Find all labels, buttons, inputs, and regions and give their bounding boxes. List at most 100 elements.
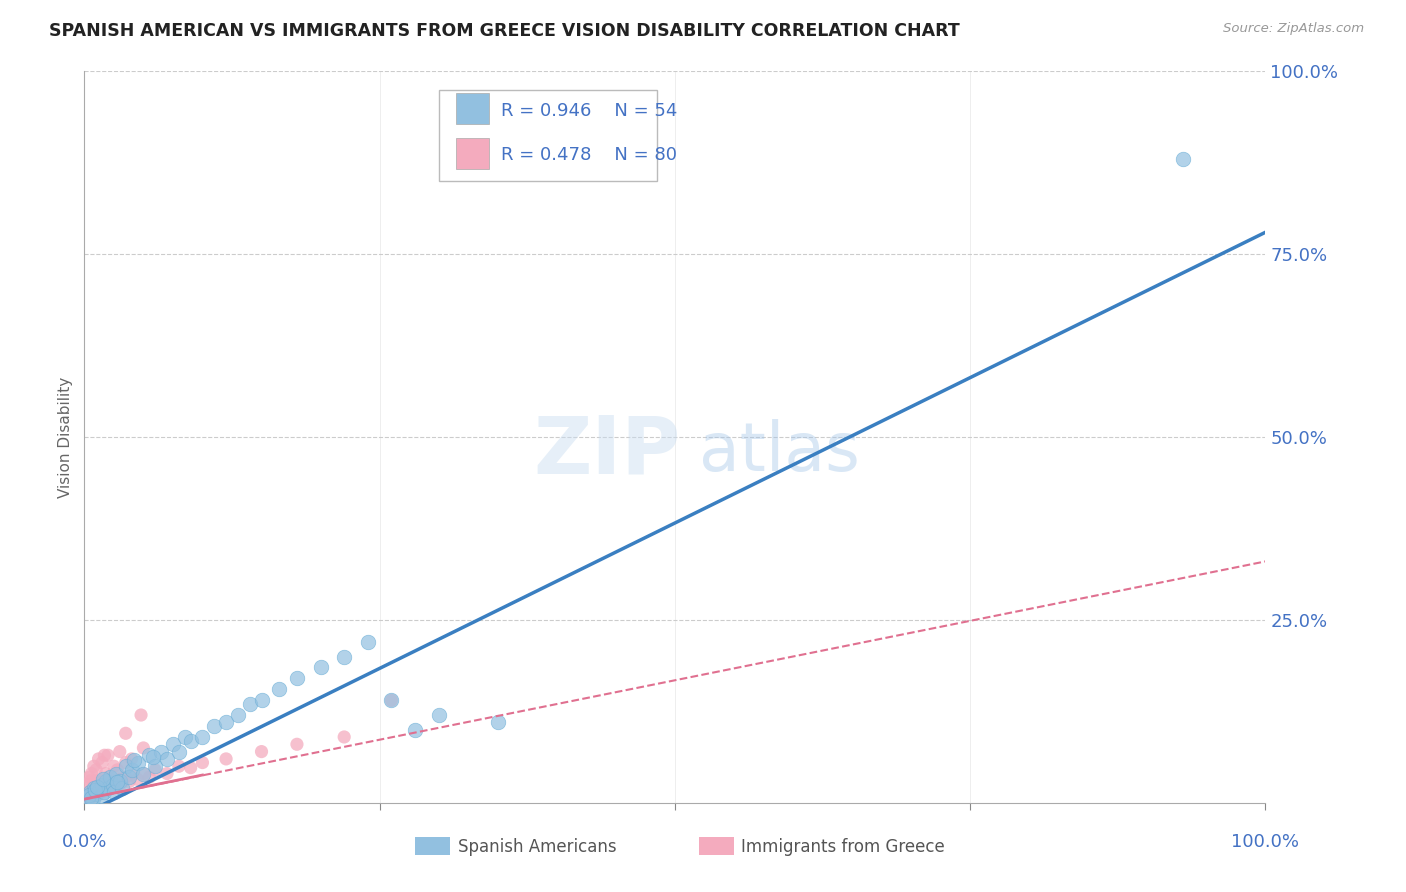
Point (87, 786, 110, 800)
Point (77, 770, 100, 784)
Point (191, 730, 214, 744)
Point (404, 723, 426, 737)
Point (77, 789, 100, 803)
FancyBboxPatch shape (699, 838, 734, 855)
Point (118, 774, 141, 789)
Point (82, 786, 104, 800)
Point (83, 781, 105, 796)
Point (127, 756, 149, 770)
Point (108, 773, 131, 788)
Point (142, 750, 165, 764)
Text: Source: ZipAtlas.com: Source: ZipAtlas.com (1223, 22, 1364, 36)
Point (132, 766, 155, 780)
Point (89, 782, 111, 797)
Point (97, 770, 120, 784)
Point (173, 730, 195, 744)
Point (111, 781, 134, 796)
Point (156, 766, 179, 780)
Point (94, 766, 117, 780)
Point (82, 781, 104, 796)
Point (357, 635, 380, 649)
Point (79, 789, 101, 803)
Point (89, 775, 111, 789)
FancyBboxPatch shape (457, 94, 489, 124)
Point (127, 772, 149, 787)
Point (87, 782, 110, 797)
Point (93, 780, 115, 794)
Point (84, 781, 107, 796)
FancyBboxPatch shape (415, 838, 450, 855)
Point (1171, 152, 1194, 166)
Point (84, 788, 107, 802)
Point (333, 649, 356, 664)
Point (285, 672, 308, 686)
Point (77, 785, 100, 799)
Point (105, 773, 128, 788)
Point (75, 792, 97, 806)
Point (98, 777, 121, 791)
Y-axis label: Vision Disability: Vision Disability (58, 376, 73, 498)
Point (80, 789, 103, 804)
Point (87, 752, 110, 766)
Point (86, 780, 108, 794)
Point (101, 775, 124, 789)
Point (285, 737, 308, 751)
Point (121, 768, 143, 782)
Point (76, 778, 98, 792)
Point (107, 775, 129, 789)
Point (107, 778, 129, 792)
Point (97, 781, 120, 796)
Point (108, 772, 131, 787)
Point (114, 759, 136, 773)
Point (91, 778, 114, 792)
Point (250, 693, 273, 707)
Point (98, 780, 121, 795)
Point (90, 789, 112, 804)
Point (97, 748, 120, 763)
Text: ZIP: ZIP (533, 413, 681, 491)
Point (138, 748, 160, 763)
Point (91, 756, 114, 770)
Point (121, 752, 143, 766)
Point (80, 789, 103, 804)
Text: R = 0.946    N = 54: R = 0.946 N = 54 (502, 102, 678, 120)
Point (75, 794, 97, 808)
Point (80, 766, 103, 780)
Point (77, 789, 100, 804)
Text: R = 0.478    N = 80: R = 0.478 N = 80 (502, 146, 678, 164)
Point (90, 786, 112, 800)
Point (114, 770, 136, 784)
Point (94, 783, 117, 797)
Point (76, 790, 98, 805)
Point (167, 759, 190, 773)
Point (111, 776, 134, 790)
Point (162, 737, 184, 751)
Point (84, 782, 107, 797)
Point (91, 784, 114, 798)
Point (380, 693, 402, 707)
Point (80, 788, 103, 802)
Point (82, 792, 104, 806)
FancyBboxPatch shape (457, 138, 489, 169)
Point (84, 786, 107, 800)
Text: atlas: atlas (699, 418, 859, 484)
Point (93, 748, 115, 763)
Point (79, 785, 101, 799)
Point (118, 770, 141, 784)
Point (239, 697, 262, 711)
Point (108, 745, 131, 759)
Point (76, 793, 98, 807)
Point (114, 756, 136, 770)
Point (77, 789, 100, 804)
Point (80, 791, 103, 805)
Point (333, 730, 356, 744)
Point (86, 784, 108, 798)
Point (191, 756, 214, 770)
Point (150, 745, 173, 759)
Point (83, 785, 105, 799)
Point (114, 726, 136, 740)
Point (143, 759, 166, 773)
Point (83, 787, 105, 801)
Text: Immigrants from Greece: Immigrants from Greece (741, 838, 945, 855)
Point (84, 773, 107, 788)
